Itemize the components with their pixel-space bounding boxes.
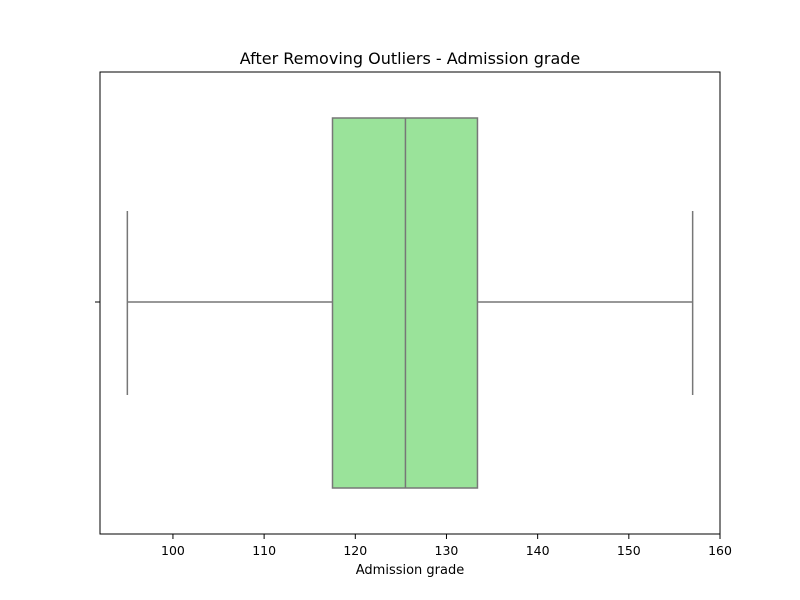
x-tick-label: 160 bbox=[708, 543, 732, 558]
x-axis-label: Admission grade bbox=[356, 563, 465, 578]
x-axis-ticks: 100 110 120 130 140 150 160 bbox=[161, 534, 732, 558]
x-tick-label: 120 bbox=[343, 543, 367, 558]
chart-title: After Removing Outliers - Admission grad… bbox=[240, 49, 581, 68]
box-plot-group bbox=[126, 117, 694, 489]
plot-area-frame bbox=[99, 71, 721, 535]
x-tick-label: 130 bbox=[435, 543, 459, 558]
x-tick-label: 150 bbox=[617, 543, 641, 558]
x-tick-label: 100 bbox=[161, 543, 185, 558]
x-tick-label: 140 bbox=[526, 543, 550, 558]
x-tick-label: 110 bbox=[252, 543, 276, 558]
